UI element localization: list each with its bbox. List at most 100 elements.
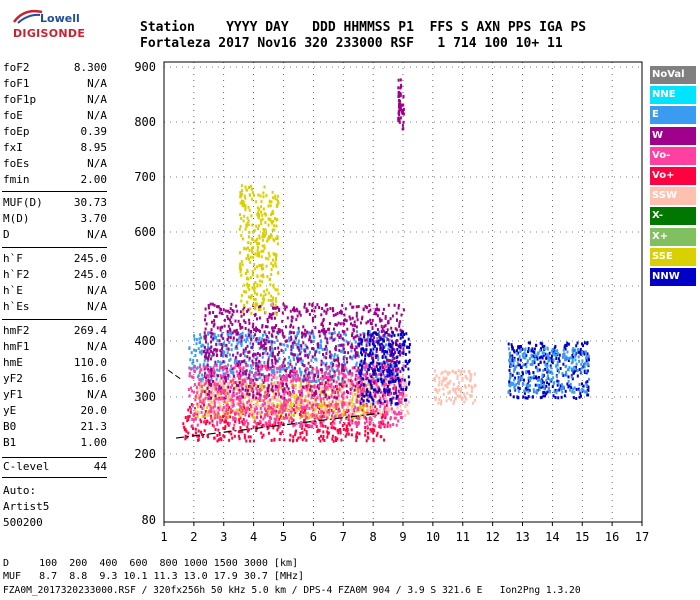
echo-point bbox=[388, 373, 391, 377]
echo-point bbox=[404, 405, 407, 409]
echo-point bbox=[320, 399, 323, 403]
echo-point bbox=[564, 389, 567, 393]
echo-point bbox=[190, 407, 192, 411]
echo-point bbox=[203, 337, 206, 341]
echo-point bbox=[231, 436, 234, 440]
echo-point bbox=[268, 254, 271, 258]
echo-point bbox=[303, 405, 306, 409]
echo-point bbox=[201, 401, 204, 405]
echo-point bbox=[235, 383, 238, 387]
echo-point bbox=[252, 334, 255, 338]
echo-point bbox=[327, 431, 330, 435]
echo-point bbox=[263, 244, 266, 248]
echo-point bbox=[322, 388, 325, 392]
echo-point bbox=[375, 303, 378, 307]
echo-point bbox=[265, 374, 268, 378]
param-row: B0 21.3 bbox=[3, 419, 107, 435]
echo-point bbox=[269, 353, 272, 357]
param-value: N/A bbox=[87, 284, 107, 297]
echo-point bbox=[226, 411, 229, 415]
echo-point bbox=[393, 333, 396, 337]
echo-point bbox=[314, 326, 317, 330]
echo-point bbox=[365, 363, 368, 367]
echo-point bbox=[276, 331, 279, 334]
echo-point bbox=[282, 403, 285, 407]
echo-point bbox=[353, 324, 356, 327]
echo-point bbox=[252, 416, 255, 420]
echo-point bbox=[284, 348, 287, 352]
echo-point bbox=[254, 393, 257, 397]
echo-point bbox=[264, 390, 267, 394]
echo-point bbox=[544, 352, 547, 356]
echo-point bbox=[287, 361, 290, 365]
echo-point bbox=[350, 322, 352, 326]
echo-point bbox=[527, 350, 529, 354]
echo-point bbox=[524, 396, 527, 400]
echo-point bbox=[225, 347, 228, 351]
echo-point bbox=[508, 368, 511, 372]
echo-point bbox=[308, 407, 311, 410]
echo-point bbox=[279, 377, 282, 381]
echo-point bbox=[528, 357, 531, 361]
echo-point bbox=[216, 392, 219, 396]
echo-point bbox=[455, 371, 458, 375]
echo-point bbox=[258, 399, 261, 402]
echo-point bbox=[288, 336, 291, 340]
echo-point bbox=[273, 392, 276, 396]
echo-point bbox=[353, 408, 355, 412]
echo-point bbox=[554, 344, 557, 348]
param-name: h`E bbox=[3, 284, 23, 297]
echo-point bbox=[524, 347, 527, 351]
echo-point bbox=[533, 357, 536, 361]
echo-point bbox=[437, 401, 440, 405]
echo-point bbox=[550, 360, 553, 364]
echo-point bbox=[401, 375, 404, 378]
echo-point bbox=[377, 358, 380, 362]
echo-point bbox=[232, 338, 235, 342]
echo-point bbox=[435, 388, 438, 392]
echo-point bbox=[225, 391, 228, 395]
echo-point bbox=[440, 372, 443, 376]
echo-point bbox=[228, 359, 231, 362]
echo-point bbox=[270, 412, 273, 416]
echo-point bbox=[299, 381, 302, 385]
echo-point bbox=[281, 411, 284, 414]
echo-point bbox=[523, 391, 526, 395]
echo-point bbox=[206, 386, 209, 390]
echo-point bbox=[329, 377, 332, 381]
echo-point bbox=[319, 421, 322, 425]
echo-point bbox=[297, 326, 300, 330]
echo-point bbox=[378, 394, 381, 398]
echo-point bbox=[374, 424, 377, 428]
echo-point bbox=[213, 399, 216, 403]
echo-point bbox=[272, 371, 275, 375]
echo-point bbox=[220, 361, 223, 365]
echo-point bbox=[266, 395, 269, 399]
echo-point bbox=[339, 390, 342, 393]
echo-point bbox=[260, 383, 263, 387]
echo-point bbox=[242, 348, 245, 352]
echo-point bbox=[266, 366, 269, 370]
echo-point bbox=[191, 404, 194, 408]
echo-point bbox=[345, 424, 348, 428]
echo-point bbox=[258, 359, 261, 363]
echo-point bbox=[319, 386, 322, 390]
echo-point bbox=[296, 345, 299, 349]
echo-point bbox=[454, 396, 457, 400]
echo-point bbox=[292, 325, 295, 329]
echo-point bbox=[391, 339, 393, 343]
echo-point bbox=[438, 376, 441, 380]
echo-point bbox=[375, 411, 378, 415]
echo-point bbox=[355, 398, 358, 402]
echo-point bbox=[296, 357, 299, 361]
echo-point bbox=[326, 379, 328, 383]
echo-point bbox=[203, 365, 206, 369]
echo-point bbox=[507, 347, 510, 351]
echo-point bbox=[188, 371, 191, 375]
echo-point bbox=[301, 331, 303, 335]
echo-point bbox=[304, 411, 307, 415]
echo-point bbox=[233, 394, 236, 398]
echo-point bbox=[319, 390, 322, 394]
echo-point bbox=[276, 288, 279, 292]
echo-point bbox=[317, 386, 320, 390]
